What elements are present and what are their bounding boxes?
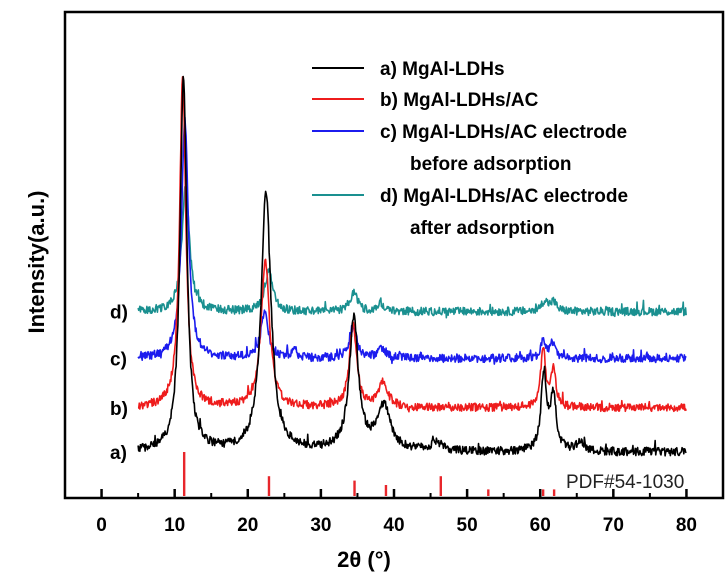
x-tick-label: 30 (310, 515, 331, 536)
legend-label: a) MgAl-LDHs (380, 59, 505, 80)
curve-label-c: c) (110, 349, 127, 370)
reference-label: PDF#54-1030 (566, 472, 684, 493)
x-tick-label: 70 (603, 515, 624, 536)
curve-label-d: d) (110, 303, 128, 324)
x-tick-label: 0 (96, 515, 107, 536)
y-axis-label: Intensity(a.u.) (24, 190, 49, 333)
curve-label-b: b) (110, 399, 128, 420)
x-tick-label: 10 (164, 515, 185, 536)
x-tick-label: 80 (676, 515, 697, 536)
x-axis-label: 2θ (°) (337, 547, 391, 572)
plot-frame (63, 10, 725, 500)
series-line-d (137, 185, 687, 319)
legend-label-line1: c) MgAl-LDHs/AC electrode (380, 122, 627, 143)
legend-label: d) MgAl-LDHs/AC electrode after adsorptio… (380, 186, 628, 239)
x-tick-label: 60 (530, 515, 551, 536)
series-line-c (137, 116, 687, 365)
legend-label-line2: before adsorption (410, 154, 572, 175)
series-line-a (137, 75, 687, 457)
series-line-b (137, 76, 687, 413)
x-tick-label: 20 (237, 515, 258, 536)
x-axis: 0 10 20 30 40 50 60 70 80 (96, 489, 697, 536)
x-tick-label: 40 (383, 515, 404, 536)
legend-label: b) MgAl-LDHs/AC (380, 90, 539, 111)
legend-label: c) MgAl-LDHs/AC electrode before adsorpti… (380, 122, 627, 175)
reference-pattern (182, 452, 556, 496)
series-layer: d) c) b) a) (110, 75, 687, 464)
legend-label-line2: after adsorption (410, 218, 555, 239)
legend-label-line1: d) MgAl-LDHs/AC electrode (380, 186, 628, 207)
x-tick-label: 50 (457, 515, 478, 536)
curve-label-a: a) (110, 443, 127, 464)
legend: a) MgAl-LDHs b) MgAl-LDHs/AC c) MgAl-LDHs/… (312, 59, 628, 239)
